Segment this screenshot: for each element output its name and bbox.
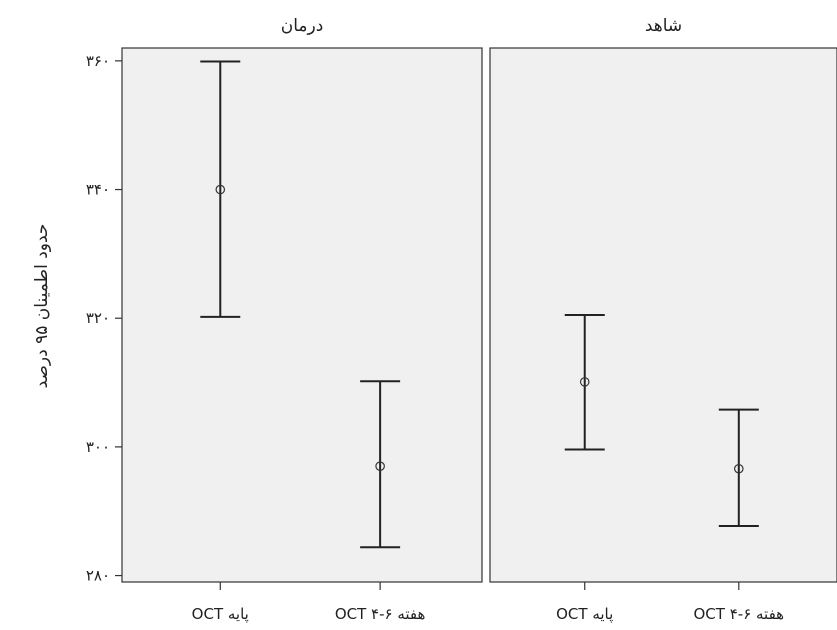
y-tick-label: ۳۴۰	[86, 181, 110, 199]
mean-marker	[375, 461, 385, 471]
mean-marker	[733, 463, 744, 474]
error-bar	[200, 60, 241, 318]
panel-1: درمان OCT پایه OCT هفته ۶-۴	[121, 16, 483, 624]
x-tick-label: OCT پایه	[556, 605, 613, 624]
y-axis-label: حدود اطمینان ۹۵ درصد	[32, 224, 52, 389]
panel-title: شاهد	[645, 16, 682, 36]
y-axis: ۲۸۰ ۳۰۰ ۳۲۰ ۳۴۰ ۳۶۰	[86, 52, 122, 585]
x-tick-label: OCT هفته ۶-۴	[693, 605, 784, 623]
panel-2: شاهد OCT پایه OCT هفته ۶-۴	[489, 16, 837, 624]
mean-marker	[215, 184, 226, 195]
error-bar	[360, 380, 401, 549]
error-bar	[564, 314, 605, 451]
x-tick-label: OCT هفته ۶-۴	[335, 605, 426, 623]
panel-background	[121, 47, 483, 583]
error-bar	[718, 408, 759, 528]
y-tick-label: ۳۰۰	[86, 438, 110, 456]
panels: درمان OCT پایه OCT هفته ۶-۴ شاهد OCT پایه OCT…	[121, 16, 837, 624]
y-tick-label: ۳۶۰	[86, 52, 110, 70]
mean-marker	[579, 377, 590, 387]
panel-title: درمان	[281, 16, 324, 36]
x-tick-label: OCT پایه	[192, 605, 249, 624]
panel-background	[489, 47, 837, 583]
y-tick-label: ۳۲۰	[86, 309, 110, 327]
y-tick-label: ۲۸۰	[86, 567, 110, 585]
